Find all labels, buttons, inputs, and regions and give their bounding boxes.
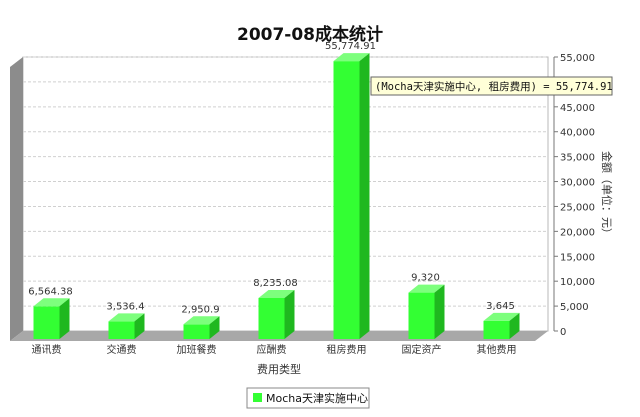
- data-label: 3,536.4: [106, 301, 144, 312]
- x-tick-label: 通讯费: [32, 343, 62, 356]
- bar-side: [509, 312, 520, 339]
- tooltip: (Mocha天津实施中心, 租房费用) = 55,774.91: [370, 76, 613, 96]
- bar-front: [258, 297, 285, 339]
- chart-title: 2007-08成本统计: [237, 24, 383, 45]
- y-tick-label: 35,000: [560, 153, 595, 164]
- y-tick-label: 5,000: [560, 302, 589, 313]
- x-tick-label: 固定资产: [402, 343, 442, 356]
- y-tick-label: 30,000: [560, 178, 595, 189]
- legend-label: Mocha天津实施中心: [266, 391, 368, 405]
- bar-side: [59, 298, 70, 339]
- bar-2[interactable]: [108, 313, 145, 339]
- tooltip-text: (Mocha天津实施中心, 租房费用) = 55,774.91: [375, 80, 613, 93]
- bar-1[interactable]: [33, 298, 70, 339]
- plot-area: [10, 56, 549, 341]
- data-label: 3,645: [486, 301, 515, 312]
- bar-7[interactable]: [483, 312, 520, 339]
- y-tick-label: 45,000: [560, 103, 595, 114]
- plot-back-wall: [22, 56, 549, 332]
- data-label: 9,320: [411, 273, 440, 284]
- bar-top: [483, 312, 520, 321]
- y-tick-label: 20,000: [560, 227, 595, 238]
- bar-front: [408, 292, 435, 339]
- x-tick-label: 交通费: [107, 343, 137, 356]
- y-tick-label: 55,000: [560, 53, 595, 64]
- x-tick-label: 加班餐费: [177, 343, 217, 356]
- y-tick-label: 0: [560, 327, 566, 338]
- data-label: 2,950.9: [181, 304, 219, 315]
- legend[interactable]: Mocha天津实施中心: [246, 387, 370, 409]
- bar-top: [258, 289, 295, 298]
- bar-top: [108, 313, 145, 322]
- bar-front: [108, 321, 135, 339]
- bar-side: [434, 284, 445, 339]
- bar-4[interactable]: [258, 289, 295, 339]
- bar-top: [33, 298, 70, 307]
- legend-swatch: [253, 393, 262, 402]
- y-tick-label: 25,000: [560, 202, 595, 213]
- bar-top: [408, 284, 445, 293]
- bar-3[interactable]: [183, 316, 220, 339]
- x-tick-label: 应酬费: [257, 343, 287, 356]
- data-label: 55,774.91: [325, 41, 376, 52]
- data-label: 6,564.38: [28, 286, 73, 297]
- data-label: 8,235.08: [253, 278, 298, 289]
- bar-6[interactable]: [408, 284, 445, 339]
- tooltip-box: [370, 76, 613, 96]
- bar-front: [333, 61, 360, 340]
- bars: 6,564.38 3,536.4 2,950.9 8,235.08 55,774.91 9…: [28, 41, 520, 340]
- bar-top: [183, 316, 220, 325]
- bar-front: [183, 324, 210, 339]
- bar-5[interactable]: [333, 53, 370, 340]
- bar-top: [333, 53, 370, 62]
- bar-side: [359, 53, 370, 340]
- x-tick-label: 其他费用: [477, 343, 517, 356]
- bar-front: [33, 306, 60, 339]
- y-tick-label: 15,000: [560, 252, 595, 263]
- x-axis-title: 费用类型: [257, 362, 301, 376]
- x-tick-label: 租房费用: [327, 343, 367, 356]
- bar-side: [134, 313, 145, 339]
- legend-box: [246, 387, 370, 409]
- plot-left-wall: [10, 57, 23, 341]
- y-axis-title: 金额（单位：元）: [600, 151, 614, 239]
- bar-front: [483, 320, 510, 339]
- gridlines: [23, 56, 548, 307]
- bar-side: [284, 289, 295, 339]
- bar-side: [209, 316, 220, 339]
- y-tick-label: 10,000: [560, 277, 595, 288]
- y-tick-label: 40,000: [560, 128, 595, 139]
- x-axis: 通讯费 交通费 加班餐费 应酬费 租房费用 固定资产 其他费用: [32, 343, 517, 356]
- y-axis: 0 5,000 10,000 15,000 20,000 25,000 30,000 35,0…: [553, 53, 595, 338]
